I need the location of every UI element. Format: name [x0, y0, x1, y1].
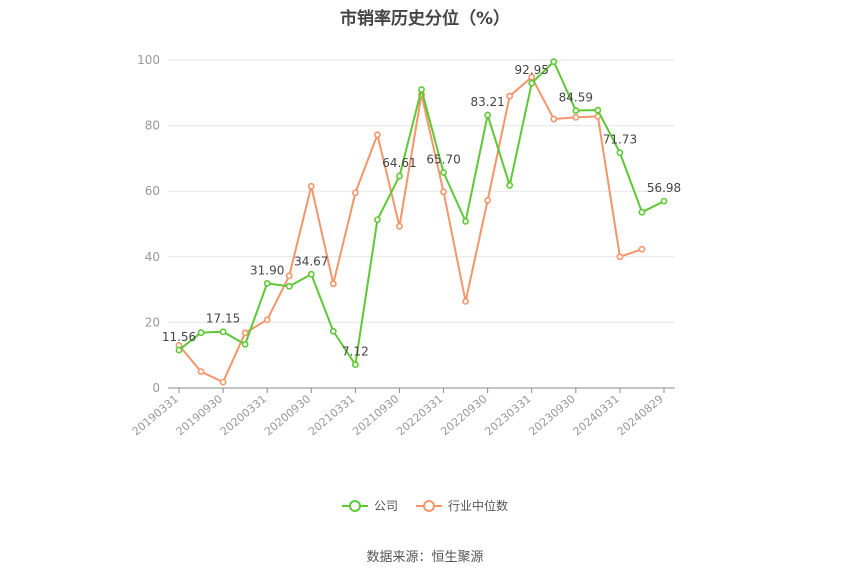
- series-line-company: [178, 60, 665, 366]
- data-point-company: [418, 86, 425, 93]
- data-point-company: [528, 79, 536, 87]
- data-point-company: [241, 340, 249, 348]
- y-tick-label: 60: [145, 184, 160, 198]
- data-point-industry-median: [285, 272, 293, 280]
- data-labels: 11.56 17.15 31.90 34.67 7.12 64.61 65.70 83.21 9…: [162, 63, 681, 359]
- data-label: 65.70: [426, 153, 460, 167]
- data-point-industry-median: [374, 131, 381, 139]
- x-tick-label: 20230331: [482, 392, 533, 438]
- data-label: 92.95: [515, 63, 549, 77]
- data-point-industry-median: [616, 253, 624, 261]
- grid-lines: [168, 59, 675, 323]
- x-tick-label: 20240829: [615, 392, 666, 438]
- data-point-industry-median: [506, 92, 514, 100]
- y-tick-label: 100: [137, 53, 160, 67]
- data-label: 34.67: [294, 254, 328, 268]
- data-point-industry-median: [528, 73, 536, 81]
- data-source: 数据来源：恒生聚源: [366, 550, 484, 565]
- data-label: 11.56: [162, 330, 196, 344]
- data-point-company: [550, 58, 558, 66]
- data-point-industry-median: [440, 188, 447, 196]
- data-label: 56.98: [647, 181, 681, 195]
- x-tick-label: 20210331: [306, 392, 357, 438]
- data-point-company: [351, 361, 359, 369]
- data-point-company: [285, 282, 293, 290]
- legend-item-company[interactable]: 公司: [341, 497, 398, 514]
- data-point-company: [197, 329, 205, 336]
- data-label: 17.15: [206, 312, 240, 326]
- data-point-company: [175, 346, 183, 354]
- legend-label-industry-median: 行业中位数: [448, 499, 509, 513]
- legend-item-industry-median[interactable]: 行业中位数: [416, 497, 508, 514]
- x-tick-label: 20230930: [526, 392, 577, 438]
- series: [175, 58, 668, 386]
- data-point-company: [396, 172, 403, 180]
- x-tick-label: 20190930: [174, 392, 225, 438]
- legend-swatch-company: [341, 499, 368, 512]
- data-point-company: [506, 181, 514, 189]
- data-point-company: [660, 197, 668, 205]
- chart-title: 市销率历史分位（%）: [339, 9, 511, 29]
- data-point-industry-median: [550, 115, 558, 123]
- data-label: 83.21: [470, 95, 504, 109]
- data-point-company: [263, 279, 271, 287]
- series-line-industry-median: [178, 76, 643, 384]
- legend-label-company: 公司: [373, 499, 398, 513]
- data-point-industry-median: [263, 316, 271, 324]
- data-point-company: [484, 111, 492, 119]
- x-tick-label: 20220331: [394, 392, 445, 438]
- data-point-industry-median: [307, 182, 315, 190]
- y-tick-label: 80: [145, 119, 160, 133]
- data-point-company: [616, 149, 624, 157]
- y-tick-label: 20: [145, 315, 160, 329]
- data-point-company: [440, 169, 447, 176]
- data-point-industry-median: [351, 189, 359, 197]
- y-tick-label: 40: [145, 250, 160, 264]
- data-point-industry-median: [462, 298, 469, 305]
- data-point-company: [374, 216, 381, 224]
- x-tick-label: 20210930: [350, 392, 401, 438]
- data-point-industry-median: [484, 196, 492, 204]
- data-point-company: [638, 208, 646, 216]
- x-tick-label: 20240331: [571, 392, 622, 438]
- data-label: 71.73: [603, 133, 637, 147]
- data-point-industry-median: [396, 222, 403, 230]
- data-point-industry-median: [329, 280, 337, 288]
- data-point-company: [594, 106, 602, 114]
- data-point-company: [219, 328, 227, 336]
- data-point-industry-median: [572, 114, 580, 121]
- data-label: 7.12: [342, 345, 369, 359]
- data-label: 84.59: [559, 91, 593, 105]
- data-point-industry-median: [219, 378, 227, 386]
- x-tick-label: 20190331: [130, 392, 181, 438]
- x-tick-label: 20200930: [262, 392, 313, 438]
- legend: 公司 行业中位数: [0, 497, 850, 514]
- data-label: 64.61: [382, 156, 416, 170]
- y-tick-label: 0: [152, 381, 160, 395]
- x-tick-label: 20200331: [218, 392, 269, 438]
- data-point-company: [462, 217, 469, 225]
- data-point-industry-median: [638, 245, 646, 253]
- data-point-industry-median: [241, 329, 249, 337]
- legend-swatch-industry-median: [416, 499, 442, 512]
- data-label: 31.90: [250, 263, 284, 277]
- data-point-company: [572, 107, 580, 114]
- data-point-industry-median: [197, 368, 205, 375]
- x-tick-label: 20220930: [438, 392, 489, 438]
- data-point-company: [307, 270, 315, 278]
- data-point-company: [329, 327, 337, 335]
